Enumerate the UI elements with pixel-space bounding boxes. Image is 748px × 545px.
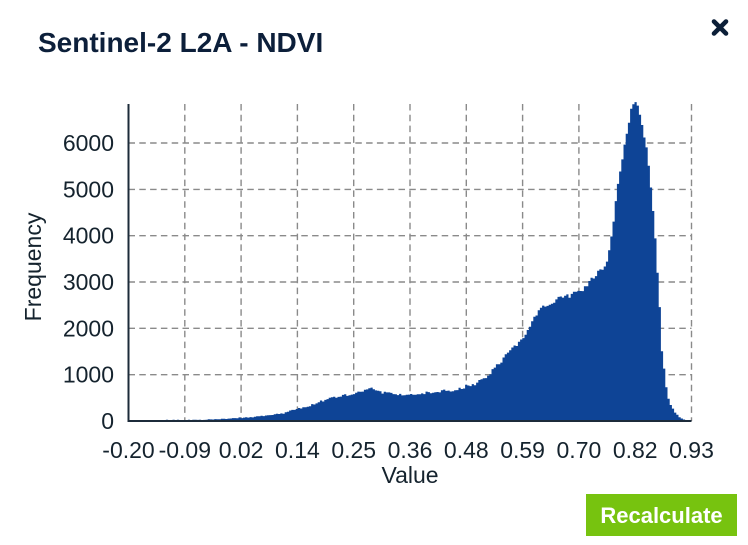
svg-text:3000: 3000 — [63, 269, 114, 295]
svg-text:-0.20: -0.20 — [102, 437, 154, 463]
svg-text:Frequency: Frequency — [20, 212, 46, 321]
svg-text:0.14: 0.14 — [275, 437, 320, 463]
svg-text:Value: Value — [381, 462, 438, 488]
svg-text:0.59: 0.59 — [500, 437, 545, 463]
svg-text:5000: 5000 — [63, 176, 114, 202]
svg-text:0.93: 0.93 — [669, 437, 714, 463]
svg-text:0.48: 0.48 — [444, 437, 489, 463]
svg-text:6000: 6000 — [63, 130, 114, 156]
svg-text:4000: 4000 — [63, 223, 114, 249]
svg-text:0: 0 — [101, 408, 114, 434]
svg-text:0.70: 0.70 — [557, 437, 602, 463]
svg-text:0.02: 0.02 — [219, 437, 264, 463]
svg-text:-0.09: -0.09 — [159, 437, 211, 463]
svg-text:1000: 1000 — [63, 362, 114, 388]
svg-text:0.36: 0.36 — [388, 437, 433, 463]
svg-text:2000: 2000 — [63, 315, 114, 341]
svg-text:0.25: 0.25 — [331, 437, 376, 463]
svg-text:0.82: 0.82 — [613, 437, 658, 463]
